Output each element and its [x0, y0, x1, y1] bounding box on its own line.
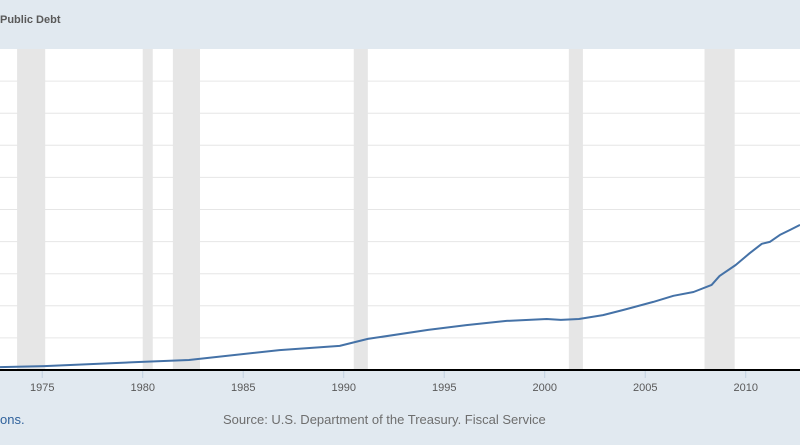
x-tick-label: 2010: [733, 382, 757, 394]
series-line-public-debt: [0, 224, 800, 369]
y-gridlines: [0, 80, 800, 339]
chart-title: Public Debt: [0, 14, 61, 26]
x-axis-ticks: [41, 371, 747, 378]
source-text: Source: U.S. Department of the Treasury.…: [223, 412, 546, 427]
x-tick-label: 1995: [432, 382, 456, 394]
x-tick-label: 2005: [633, 382, 657, 394]
chart: 1975 1980 1985 1990 1995 2000 2005 2010: [0, 49, 800, 394]
chart-header: Public Debt: [0, 0, 800, 49]
x-tick-label: 1990: [331, 382, 355, 394]
footer-notes-link[interactable]: ons.: [0, 412, 25, 427]
x-tick-label: 1975: [30, 382, 54, 394]
x-tick-label: 1985: [231, 382, 255, 394]
x-tick-label: 2000: [532, 382, 556, 394]
x-axis-labels: 1975 1980 1985 1990 1995 2000 2005 2010: [30, 382, 758, 394]
x-tick-label: 1980: [130, 382, 154, 394]
